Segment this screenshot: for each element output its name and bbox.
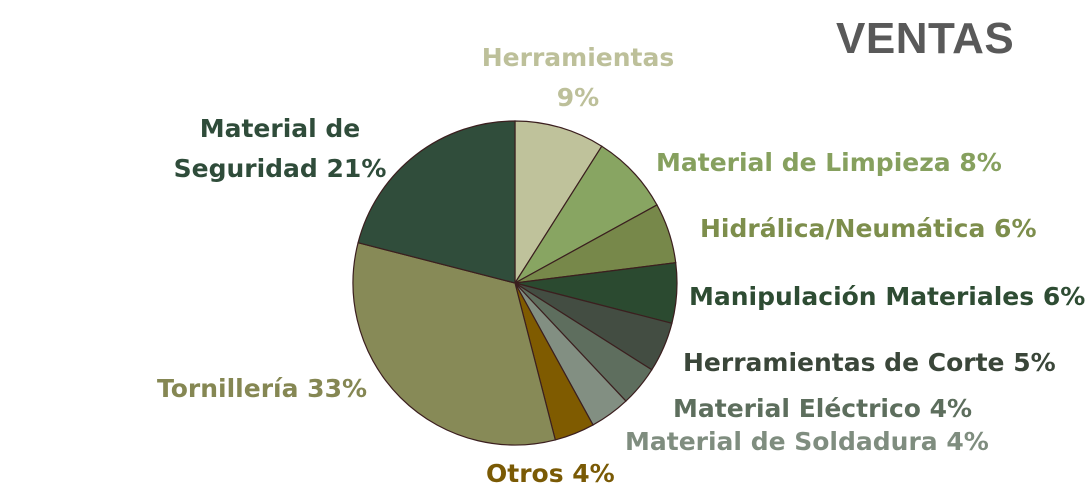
label-hidralica-neumatica: Hidrálica/Neumática 6%	[700, 214, 1037, 243]
label-tornilleria: Tornillería 33%	[157, 374, 367, 403]
pie-slice-tornilleria	[352, 241, 557, 446]
pie-slice-material-de-seguridad	[357, 120, 516, 284]
label-herramientas-line1: Herramientas	[482, 43, 674, 72]
label-material-de-seguridad-line2: Seguridad 21%	[174, 154, 387, 183]
pie-slice-herramientas	[514, 120, 603, 286]
label-material-electrico: Material Eléctrico 4%	[673, 394, 972, 423]
pie-slices	[352, 120, 678, 446]
label-material-de-soldadura: Material de Soldadura 4%	[625, 427, 989, 456]
chart-title: VENTAS	[836, 14, 1015, 63]
label-otros: Otros 4%	[486, 459, 615, 488]
label-material-de-limpieza: Material de Limpieza 8%	[656, 148, 1002, 177]
label-herramientas-line2: 9%	[557, 83, 599, 112]
label-material-de-seguridad-line1: Material de	[200, 114, 361, 143]
slice-labels: Herramientas 9% Material de Limpieza 8% …	[157, 43, 1085, 488]
label-manipulacion-materiales: Manipulación Materiales 6%	[689, 282, 1085, 311]
label-herramientas-de-corte: Herramientas de Corte 5%	[683, 348, 1056, 377]
